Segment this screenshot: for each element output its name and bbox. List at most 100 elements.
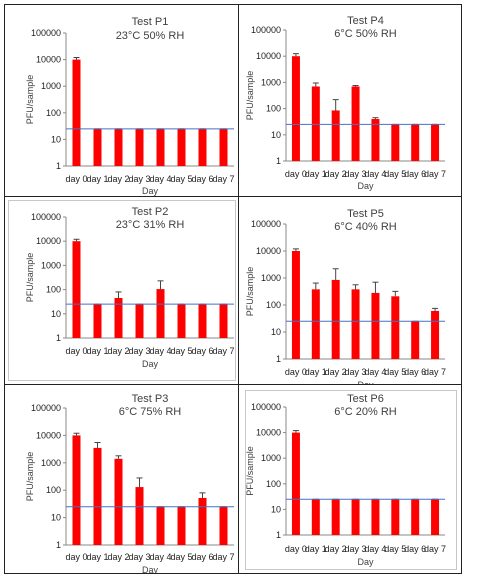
bar bbox=[177, 128, 186, 166]
y-tick-label: 10000 bbox=[256, 51, 281, 61]
y-tick-label: 100 bbox=[266, 104, 281, 114]
x-tick-label: day 7 bbox=[424, 367, 446, 377]
y-tick-label: 100 bbox=[46, 285, 61, 295]
chart-subtitle: 6°C 40% RH bbox=[334, 221, 397, 233]
y-tick-label: 10 bbox=[51, 513, 61, 523]
bar bbox=[411, 499, 420, 535]
x-tick-label: day 3 bbox=[345, 169, 367, 179]
y-tick-label: 1 bbox=[276, 354, 281, 364]
bar bbox=[371, 292, 380, 359]
y-tick-label: 10000 bbox=[256, 246, 281, 256]
y-tick-label: 1000 bbox=[41, 458, 61, 468]
bar bbox=[311, 86, 320, 161]
x-tick-label: day 7 bbox=[424, 169, 446, 179]
x-tick-label: day 1 bbox=[305, 169, 327, 179]
chart-title: Test P6 bbox=[347, 393, 384, 405]
bar bbox=[135, 487, 144, 545]
bar bbox=[177, 506, 186, 545]
x-tick-label: day 5 bbox=[170, 552, 192, 562]
y-tick-label: 10 bbox=[271, 130, 281, 140]
bar bbox=[391, 296, 400, 359]
x-axis-label: Day bbox=[357, 557, 374, 567]
y-tick-label: 1 bbox=[56, 161, 61, 171]
bar bbox=[114, 458, 123, 545]
x-tick-label: day 4 bbox=[364, 367, 386, 377]
x-tick-label: day 4 bbox=[149, 174, 171, 184]
bar bbox=[198, 128, 207, 166]
grid-divider-vertical bbox=[238, 5, 239, 573]
x-tick-label: day 2 bbox=[325, 169, 347, 179]
y-tick-label: 100 bbox=[46, 485, 61, 495]
bar bbox=[156, 128, 165, 166]
x-tick-label: day 0 bbox=[65, 552, 87, 562]
x-tick-label: day 5 bbox=[170, 174, 192, 184]
y-axis-label: PFU/sample bbox=[245, 267, 255, 317]
x-tick-label: day 6 bbox=[404, 544, 426, 554]
bar bbox=[177, 304, 186, 338]
bar bbox=[114, 297, 123, 338]
bar bbox=[135, 128, 144, 166]
x-tick-label: day 5 bbox=[384, 367, 406, 377]
y-tick-label: 10000 bbox=[36, 430, 61, 440]
x-tick-label: day 7 bbox=[424, 544, 446, 554]
y-tick-label: 1000 bbox=[41, 81, 61, 91]
x-tick-label: day 4 bbox=[364, 169, 386, 179]
x-tick-label: day 7 bbox=[212, 174, 234, 184]
x-tick-label: day 1 bbox=[305, 544, 327, 554]
y-tick-label: 1000 bbox=[261, 453, 281, 463]
bar bbox=[331, 110, 340, 161]
x-tick-label: day 2 bbox=[107, 346, 129, 356]
y-tick-label: 10000 bbox=[36, 55, 61, 65]
y-tick-label: 10000 bbox=[256, 428, 281, 438]
x-tick-label: day 3 bbox=[128, 552, 150, 562]
bar bbox=[391, 499, 400, 535]
grid-divider-row2 bbox=[5, 384, 461, 385]
chart-title: Test P2 bbox=[132, 206, 169, 218]
chart-title: Test P4 bbox=[347, 15, 384, 27]
y-tick-label: 1000 bbox=[261, 77, 281, 87]
y-axis-label: PFU/sample bbox=[25, 253, 35, 303]
bar bbox=[371, 119, 380, 161]
bar bbox=[72, 59, 81, 166]
bar bbox=[331, 499, 340, 535]
y-tick-label: 1000 bbox=[261, 273, 281, 283]
bar bbox=[114, 128, 123, 166]
y-tick-label: 10 bbox=[51, 309, 61, 319]
y-axis-label: PFU/sample bbox=[25, 452, 35, 502]
chart-p5: Test P5 6°C 40% RH 1 10 100 1000 10000 100000 PF… bbox=[239, 197, 461, 384]
bar bbox=[156, 289, 165, 338]
x-tick-label: day 0 bbox=[65, 346, 87, 356]
y-tick-label: 10 bbox=[51, 134, 61, 144]
bar bbox=[351, 499, 360, 535]
y-axis-label: PFU/sample bbox=[25, 75, 35, 125]
bar bbox=[411, 321, 420, 359]
figure-grid: Test P1 23°C 50% RH 1 10 100 1000 10000 100000 P… bbox=[4, 4, 462, 574]
bar bbox=[311, 499, 320, 535]
x-tick-label: day 6 bbox=[404, 169, 426, 179]
chart-subtitle: 6°C 75% RH bbox=[119, 406, 182, 418]
bar bbox=[351, 86, 360, 161]
bar bbox=[311, 289, 320, 359]
chart-p6: Test P6 6°C 20% RH 1 10 100 1000 10000 100000 PF… bbox=[239, 385, 461, 573]
chart-title: Test P3 bbox=[132, 393, 169, 405]
x-tick-label: day 3 bbox=[345, 544, 367, 554]
x-tick-label: day 7 bbox=[212, 552, 234, 562]
x-tick-label: day 2 bbox=[325, 544, 347, 554]
y-axis-label: PFU/sample bbox=[245, 71, 255, 121]
bar bbox=[72, 241, 81, 338]
y-tick-label: 100000 bbox=[31, 212, 61, 222]
x-axis-label: Day bbox=[357, 181, 374, 191]
bar bbox=[351, 289, 360, 359]
y-tick-label: 10 bbox=[271, 504, 281, 514]
chart-svg: Test P56°C 40% RH 1 10 100 1000 10000 100000 PF… bbox=[245, 208, 446, 384]
x-tick-label: day 4 bbox=[149, 552, 171, 562]
chart-subtitle: 6°C 20% RH bbox=[334, 406, 397, 418]
bar bbox=[291, 56, 300, 162]
x-axis-label: Day bbox=[142, 359, 159, 369]
bar bbox=[219, 304, 228, 338]
chart-title: Test P5 bbox=[347, 208, 384, 220]
x-axis-label: Day bbox=[357, 380, 374, 384]
y-tick-label: 100000 bbox=[251, 402, 281, 412]
y-tick-label: 100000 bbox=[31, 403, 61, 413]
